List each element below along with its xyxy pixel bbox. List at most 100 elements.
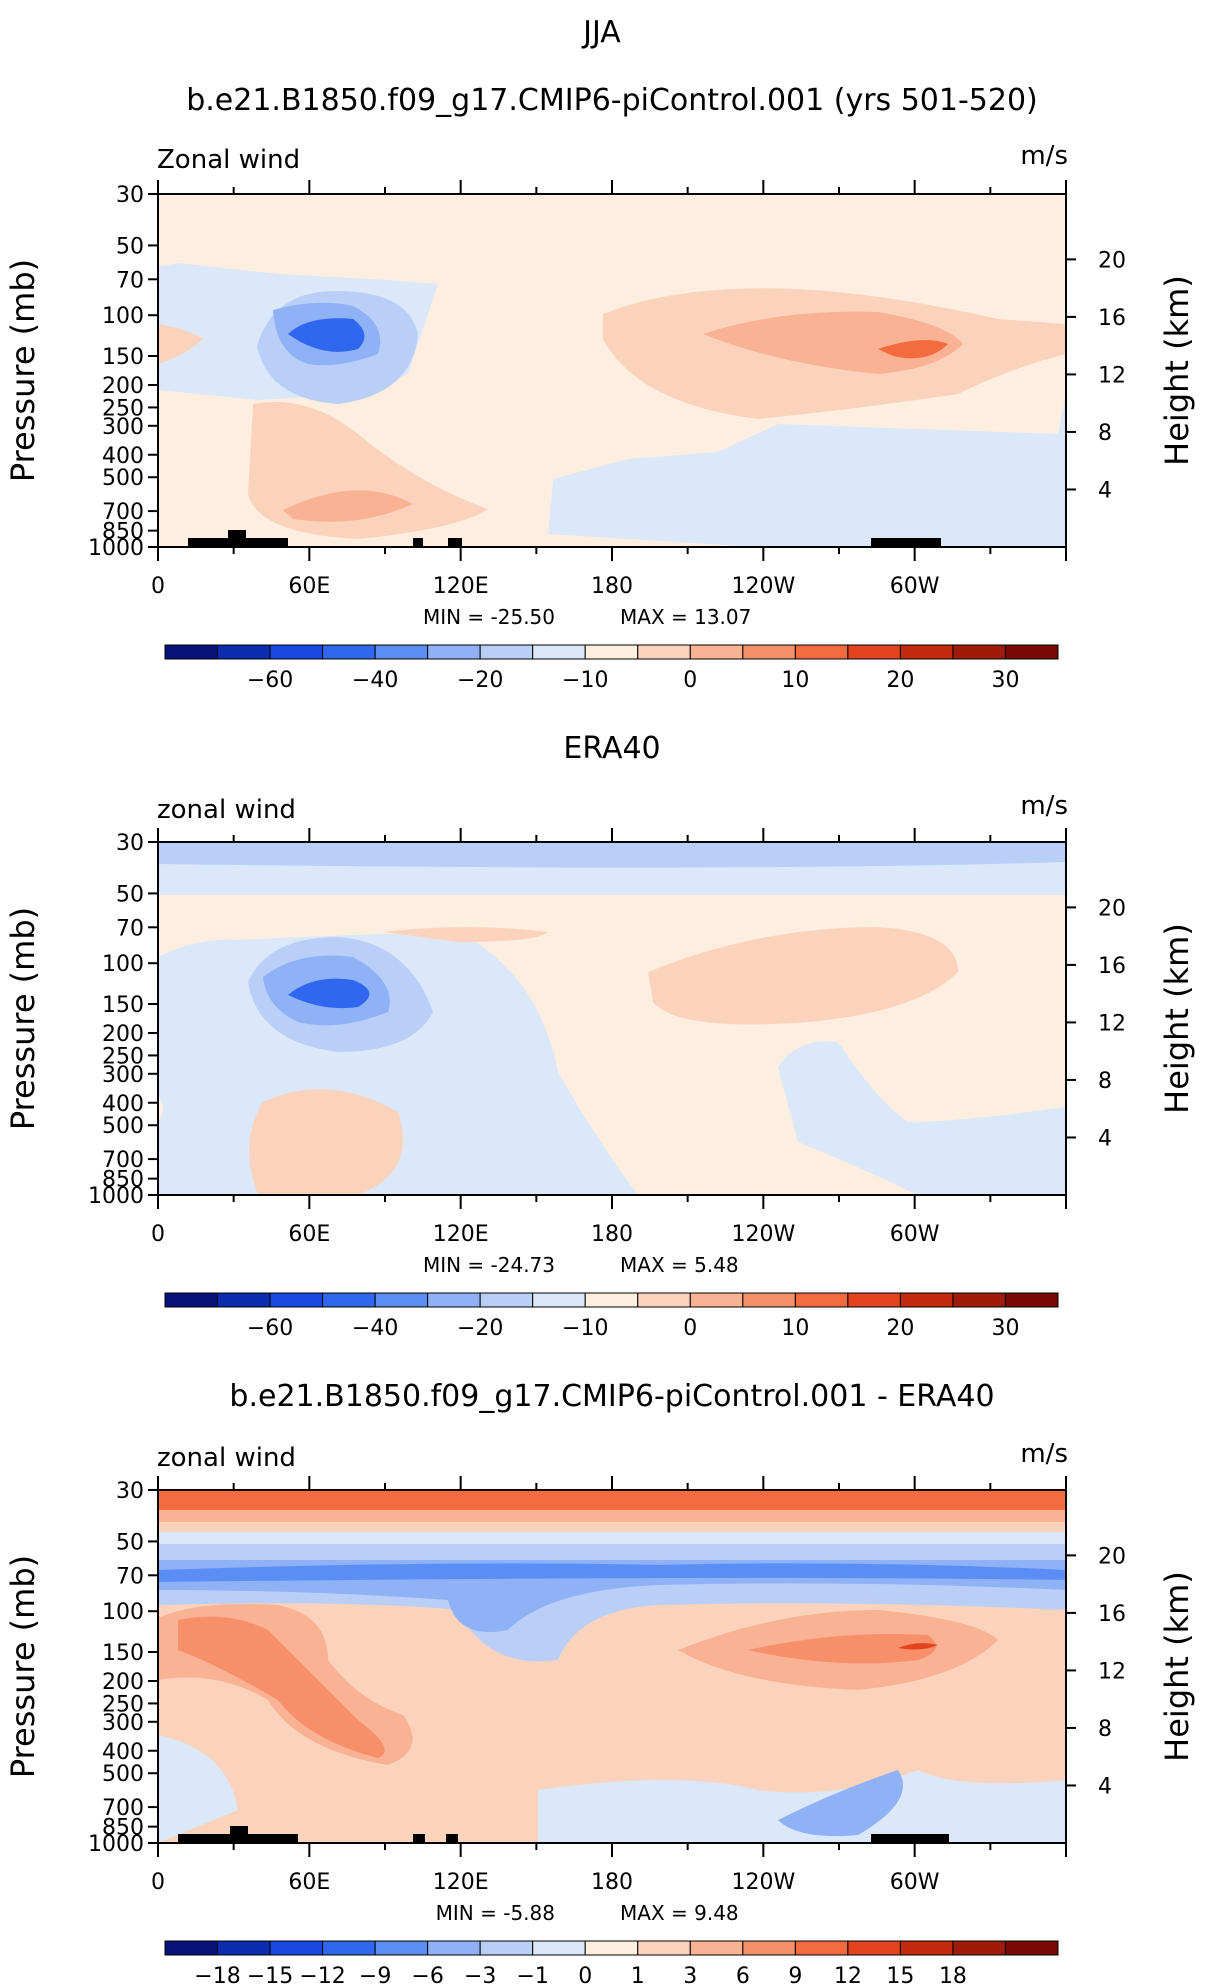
pressure-tick-label: 700 [102, 1796, 144, 1821]
lon-tick-label: 60E [288, 1870, 330, 1895]
pressure-tick-label: 300 [102, 415, 144, 440]
contour-pos-low-2 [283, 490, 413, 522]
panel-3-title: b.e21.B1850.f09_g17.CMIP6-piControl.001 … [229, 1379, 994, 1414]
pressure-tick-label: 700 [102, 500, 144, 525]
pressure-tick-label: 1000 [88, 1184, 144, 1209]
topography [413, 538, 423, 547]
colorbar-label: 12 [834, 1964, 862, 1987]
pressure-tick-label: 150 [102, 345, 144, 370]
height-tick-label: 20 [1098, 1544, 1126, 1569]
colorbar-swatch [794, 1940, 849, 1956]
contour-pos-west-2 [178, 1616, 385, 1758]
contour-neg-3 [288, 978, 370, 1009]
panel-3-field [158, 1490, 1066, 1843]
panel-3-max: MAX = 9.48 [620, 1901, 739, 1925]
colorbar-swatch [742, 1940, 796, 1956]
pressure-tick-label: 850 [102, 1816, 144, 1841]
colorbar-swatch [742, 1292, 796, 1308]
pressure-tick-label: 400 [102, 1740, 144, 1765]
contour-neg-strat-2 [158, 842, 1066, 868]
lon-tick-label: 60W [890, 574, 940, 599]
pressure-tick-label: 30 [116, 831, 144, 856]
colorbar-swatch [847, 644, 901, 660]
panel-1-title: b.e21.B1850.f09_g17.CMIP6-piControl.001 … [186, 83, 1038, 118]
lon-tick-label: 0 [151, 1222, 165, 1247]
colorbar-swatch [1004, 644, 1059, 660]
colorbar-swatch [637, 1940, 691, 1956]
contour-pos-jet-2 [703, 311, 963, 374]
pressure-tick-label: 250 [102, 396, 144, 421]
colorbar-label: −40 [352, 1316, 398, 1341]
colorbar-label: −6 [411, 1964, 443, 1987]
colorbar-swatch [217, 1940, 271, 1956]
colorbar-swatch [952, 644, 1006, 660]
topography [871, 538, 941, 547]
panel-2-colorbar: −60 −40 −20 −10 0 10 20 30 [164, 1292, 1059, 1341]
pressure-tick-label: 100 [102, 1600, 144, 1625]
colorbar-swatch [322, 1292, 376, 1308]
contour-neg-3 [288, 318, 365, 352]
pressure-tick-label: 400 [102, 444, 144, 469]
panel-2-units: m/s [1020, 791, 1068, 821]
colorbar-label: −20 [457, 668, 503, 693]
colorbar-label: −10 [562, 1316, 608, 1341]
lon-tick-label: 120E [433, 1870, 489, 1895]
panel-2: ERA40 zonal wind m/s 3050701001502002503… [4, 731, 1196, 1341]
pressure-tick-label: 30 [116, 1479, 144, 1504]
panel-3-colorbar: −18 −15 −12 −9 −6 −3 −1 0 1 3 6 9 12 15 18 [164, 1940, 1059, 1987]
colorbar-swatch [637, 644, 691, 660]
lon-tick-label: 180 [591, 574, 633, 599]
pressure-tick-label: 500 [102, 466, 144, 491]
colorbar-swatch [322, 1940, 376, 1956]
lon-tick-label: 60W [890, 1222, 940, 1247]
pressure-tick-label: 850 [102, 520, 144, 545]
colorbar-swatch [374, 1292, 429, 1308]
colorbar-swatch [322, 644, 376, 660]
panel-3-field-label: zonal wind [157, 1443, 296, 1473]
topography [871, 1834, 949, 1843]
colorbar-swatch [269, 1940, 324, 1956]
colorbar-label: −1 [516, 1964, 548, 1987]
colorbar-swatch [164, 1940, 219, 1956]
lon-tick-label: 180 [591, 1222, 633, 1247]
pressure-tick-label: 150 [102, 1641, 144, 1666]
colorbar-label: 20 [886, 668, 914, 693]
contour-pos-thin [383, 927, 548, 942]
contour-neg-east [778, 1041, 1066, 1195]
colorbar-swatch [532, 1940, 586, 1956]
colorbar-swatch [952, 1292, 1006, 1308]
colorbar-swatch [584, 1940, 639, 1956]
contour-pos-jet-3 [878, 340, 948, 359]
lon-tick-label: 0 [151, 574, 165, 599]
pressure-tick-label: 100 [102, 952, 144, 977]
colorbar-label: −3 [464, 1964, 496, 1987]
pressure-tick-label: 50 [116, 882, 144, 907]
colorbar-label: 1 [631, 1964, 645, 1987]
height-tick-label: 20 [1098, 248, 1126, 273]
colorbar-swatch [899, 1292, 954, 1308]
topography [228, 530, 246, 547]
colorbar-swatch [427, 1940, 481, 1956]
figure-title: JJA [581, 15, 621, 50]
height-tick-label: 16 [1098, 954, 1126, 979]
colorbar-label: 15 [886, 1964, 914, 1987]
colorbar-swatch [899, 1940, 954, 1956]
panel-1-min: MIN = -25.50 [423, 605, 555, 629]
height-tick-label: 8 [1098, 421, 1112, 446]
contour-neg-sw [158, 1735, 238, 1843]
colorbar-label: 18 [939, 1964, 967, 1987]
colorbar-label: −20 [457, 1316, 503, 1341]
contour-pos-low [249, 1089, 403, 1195]
panel-2-max: MAX = 5.48 [620, 1253, 739, 1277]
height-tick-label: 12 [1098, 1011, 1126, 1036]
colorbar-swatch [689, 1292, 744, 1308]
height-axis-title: Height (km) [1158, 275, 1196, 466]
colorbar-swatch [847, 1940, 901, 1956]
lon-tick-label: 120W [731, 1870, 795, 1895]
colorbar-swatch [479, 1940, 534, 1956]
contour-neg-andes [778, 1770, 903, 1836]
topography [230, 1826, 248, 1843]
colorbar-swatch [794, 1292, 849, 1308]
height-tick-label: 4 [1098, 1774, 1112, 1799]
